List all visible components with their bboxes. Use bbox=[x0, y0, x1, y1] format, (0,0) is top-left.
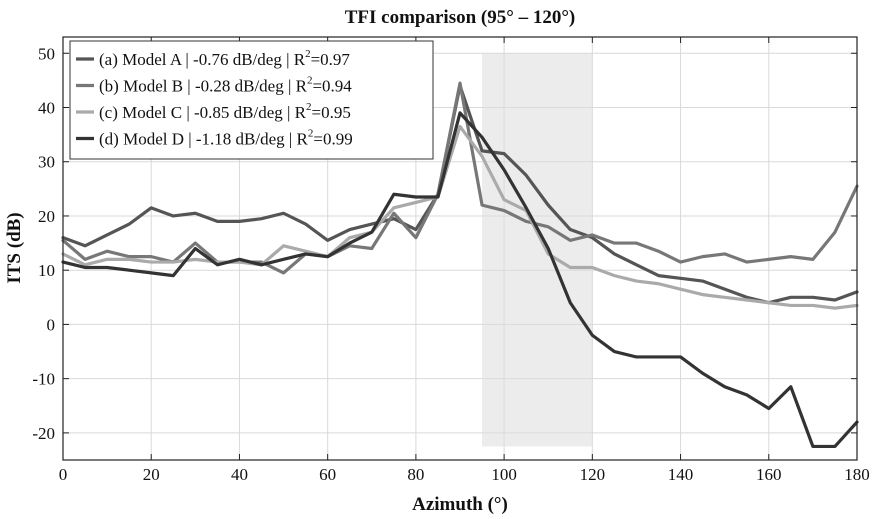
series-layer bbox=[61, 81, 859, 449]
y-tick-label: 30 bbox=[38, 153, 55, 172]
x-tick-label: 160 bbox=[756, 465, 782, 484]
x-tick-label: 0 bbox=[59, 465, 68, 484]
x-tick-label: 60 bbox=[319, 465, 336, 484]
legend-entry: (b) Model B | -0.28 dB/deg | R2=0.94 bbox=[99, 75, 352, 96]
legend-entry: (d) Model D | -1.18 dB/deg | R2=0.99 bbox=[99, 128, 353, 149]
x-tick-label: 140 bbox=[668, 465, 694, 484]
y-axis-label: ITS (dB) bbox=[4, 212, 25, 283]
legend-box bbox=[69, 40, 434, 160]
chart-title: TFI comparison (95° – 120°) bbox=[345, 7, 576, 28]
x-tick-label: 120 bbox=[580, 465, 606, 484]
y-tick-label: 20 bbox=[38, 207, 55, 226]
shaded-region bbox=[482, 53, 593, 447]
y-tick-label: -20 bbox=[32, 424, 55, 443]
y-tick-label: 50 bbox=[38, 44, 55, 63]
legend-entry: (c) Model C | -0.85 dB/deg | R2=0.95 bbox=[99, 101, 351, 122]
series-line-b bbox=[61, 81, 859, 275]
x-tick-label: 180 bbox=[844, 465, 870, 484]
x-tick-label: 40 bbox=[231, 465, 248, 484]
y-tick-label: 10 bbox=[38, 261, 55, 280]
plot-frame bbox=[62, 36, 858, 461]
shaded-band bbox=[482, 53, 593, 447]
legend-entry: (a) Model A | -0.76 dB/deg | R2=0.97 bbox=[99, 48, 350, 69]
x-tick-label: 80 bbox=[407, 465, 424, 484]
y-tick-label: 40 bbox=[38, 99, 55, 118]
y-tick-label: 0 bbox=[47, 315, 56, 334]
ticks: 0 20 40 60 80 100 120 140 160 180 -20 -10 0 10 20 30 40 5… bbox=[32, 37, 870, 484]
series-line-d bbox=[61, 111, 859, 449]
legend: (a) Model A | -0.76 dB/deg | R2=0.97 (b) … bbox=[69, 40, 434, 160]
x-axis-label: Azimuth (°) bbox=[412, 494, 508, 515]
y-tick-label: -10 bbox=[32, 370, 55, 389]
x-tick-label: 20 bbox=[143, 465, 160, 484]
series-line-c bbox=[61, 124, 859, 310]
x-tick-label: 100 bbox=[491, 465, 517, 484]
